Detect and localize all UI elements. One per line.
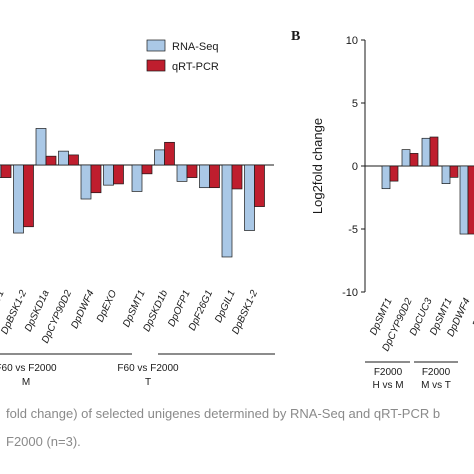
bar-qrtpcr-b-3 xyxy=(429,136,439,167)
group-sublabel-a-1: M xyxy=(22,377,30,388)
bar-qrtpcr-a-9 xyxy=(186,164,198,178)
y-tick-label-b-1: 10 xyxy=(346,35,358,47)
bar-qrtpcr-a-12 xyxy=(254,164,265,207)
bar-qrtpcr-b-4 xyxy=(449,165,459,178)
bar-rnaseq-b-1 xyxy=(381,165,391,190)
panel-a-chart: DpSMT1DpBSK1-2DpSKD1aDpCYP90D2DpDWF4DpEX… xyxy=(0,39,275,388)
bar-qrtpcr-a-8 xyxy=(164,141,175,166)
y-tick-label-b-5: -10 xyxy=(342,287,358,299)
caption-line-1: fold change) of selected unigenes determ… xyxy=(6,406,441,421)
bar-rnaseq-b-5 xyxy=(459,165,469,235)
y-axis-label-b: Log2fold change xyxy=(310,118,325,214)
group-label-b-1: F2000 xyxy=(374,367,403,378)
bar-qrtpcr-a-3 xyxy=(45,155,57,166)
bar-rnaseq-a-4 xyxy=(58,150,69,166)
bar-qrtpcr-b-2 xyxy=(409,153,419,167)
bar-rnaseq-a-9 xyxy=(176,164,188,182)
legend-swatch-rnaseq xyxy=(146,39,166,52)
category-label-a-11: DpGIL1 xyxy=(213,289,238,325)
bar-rnaseq-a-8 xyxy=(154,149,165,166)
bar-qrtpcr-a-6 xyxy=(113,164,124,185)
y-tick-label-b-2: 5 xyxy=(352,98,358,110)
bar-qrtpcr-a-1 xyxy=(0,164,12,178)
legend-label-rnaseq: RNA-Seq xyxy=(172,41,218,53)
bar-rnaseq-a-2 xyxy=(13,164,24,234)
bar-rnaseq-b-2 xyxy=(401,149,411,167)
category-label-a-6: DpEXO xyxy=(95,288,119,324)
caption-line-2: F2000 (n=3). xyxy=(6,434,81,449)
bar-qrtpcr-a-7 xyxy=(141,164,153,175)
y-tick-label-b-4: -5 xyxy=(348,224,358,236)
bar-rnaseq-a-10 xyxy=(199,164,210,189)
bar-rnaseq-b-4 xyxy=(441,165,451,184)
group-sublabel-b-2: M vs T xyxy=(421,380,451,391)
bar-qrtpcr-a-2 xyxy=(23,164,34,228)
group-sublabel-b-1: H vs M xyxy=(372,380,403,391)
panel-b-label: B xyxy=(291,29,300,44)
bar-rnaseq-a-3 xyxy=(35,128,47,166)
legend-label-qrtpcr: qRT-PCR xyxy=(172,61,219,73)
y-tick-label-b-3: 0 xyxy=(352,161,358,173)
bar-qrtpcr-b-5 xyxy=(467,165,474,235)
bar-rnaseq-a-11 xyxy=(221,164,233,258)
bar-qrtpcr-a-10 xyxy=(209,164,220,189)
group-sublabel-a-2: T xyxy=(145,377,151,388)
bar-rnaseq-a-7 xyxy=(131,164,143,192)
bar-qrtpcr-a-5 xyxy=(90,164,102,194)
bar-rnaseq-b-3 xyxy=(421,137,431,167)
bar-qrtpcr-a-4 xyxy=(68,154,79,166)
bar-rnaseq-a-6 xyxy=(103,164,114,186)
group-label-b-2: F2000 xyxy=(422,367,451,378)
bar-rnaseq-a-12 xyxy=(244,164,255,231)
legend-swatch-qrtpcr xyxy=(146,59,166,72)
bar-qrtpcr-b-1 xyxy=(389,165,399,182)
group-label-a-1: F60 vs F2000 xyxy=(0,363,57,374)
bar-rnaseq-a-5 xyxy=(80,164,92,200)
bar-qrtpcr-a-11 xyxy=(231,164,243,190)
group-label-a-2: F60 vs F2000 xyxy=(117,363,179,374)
